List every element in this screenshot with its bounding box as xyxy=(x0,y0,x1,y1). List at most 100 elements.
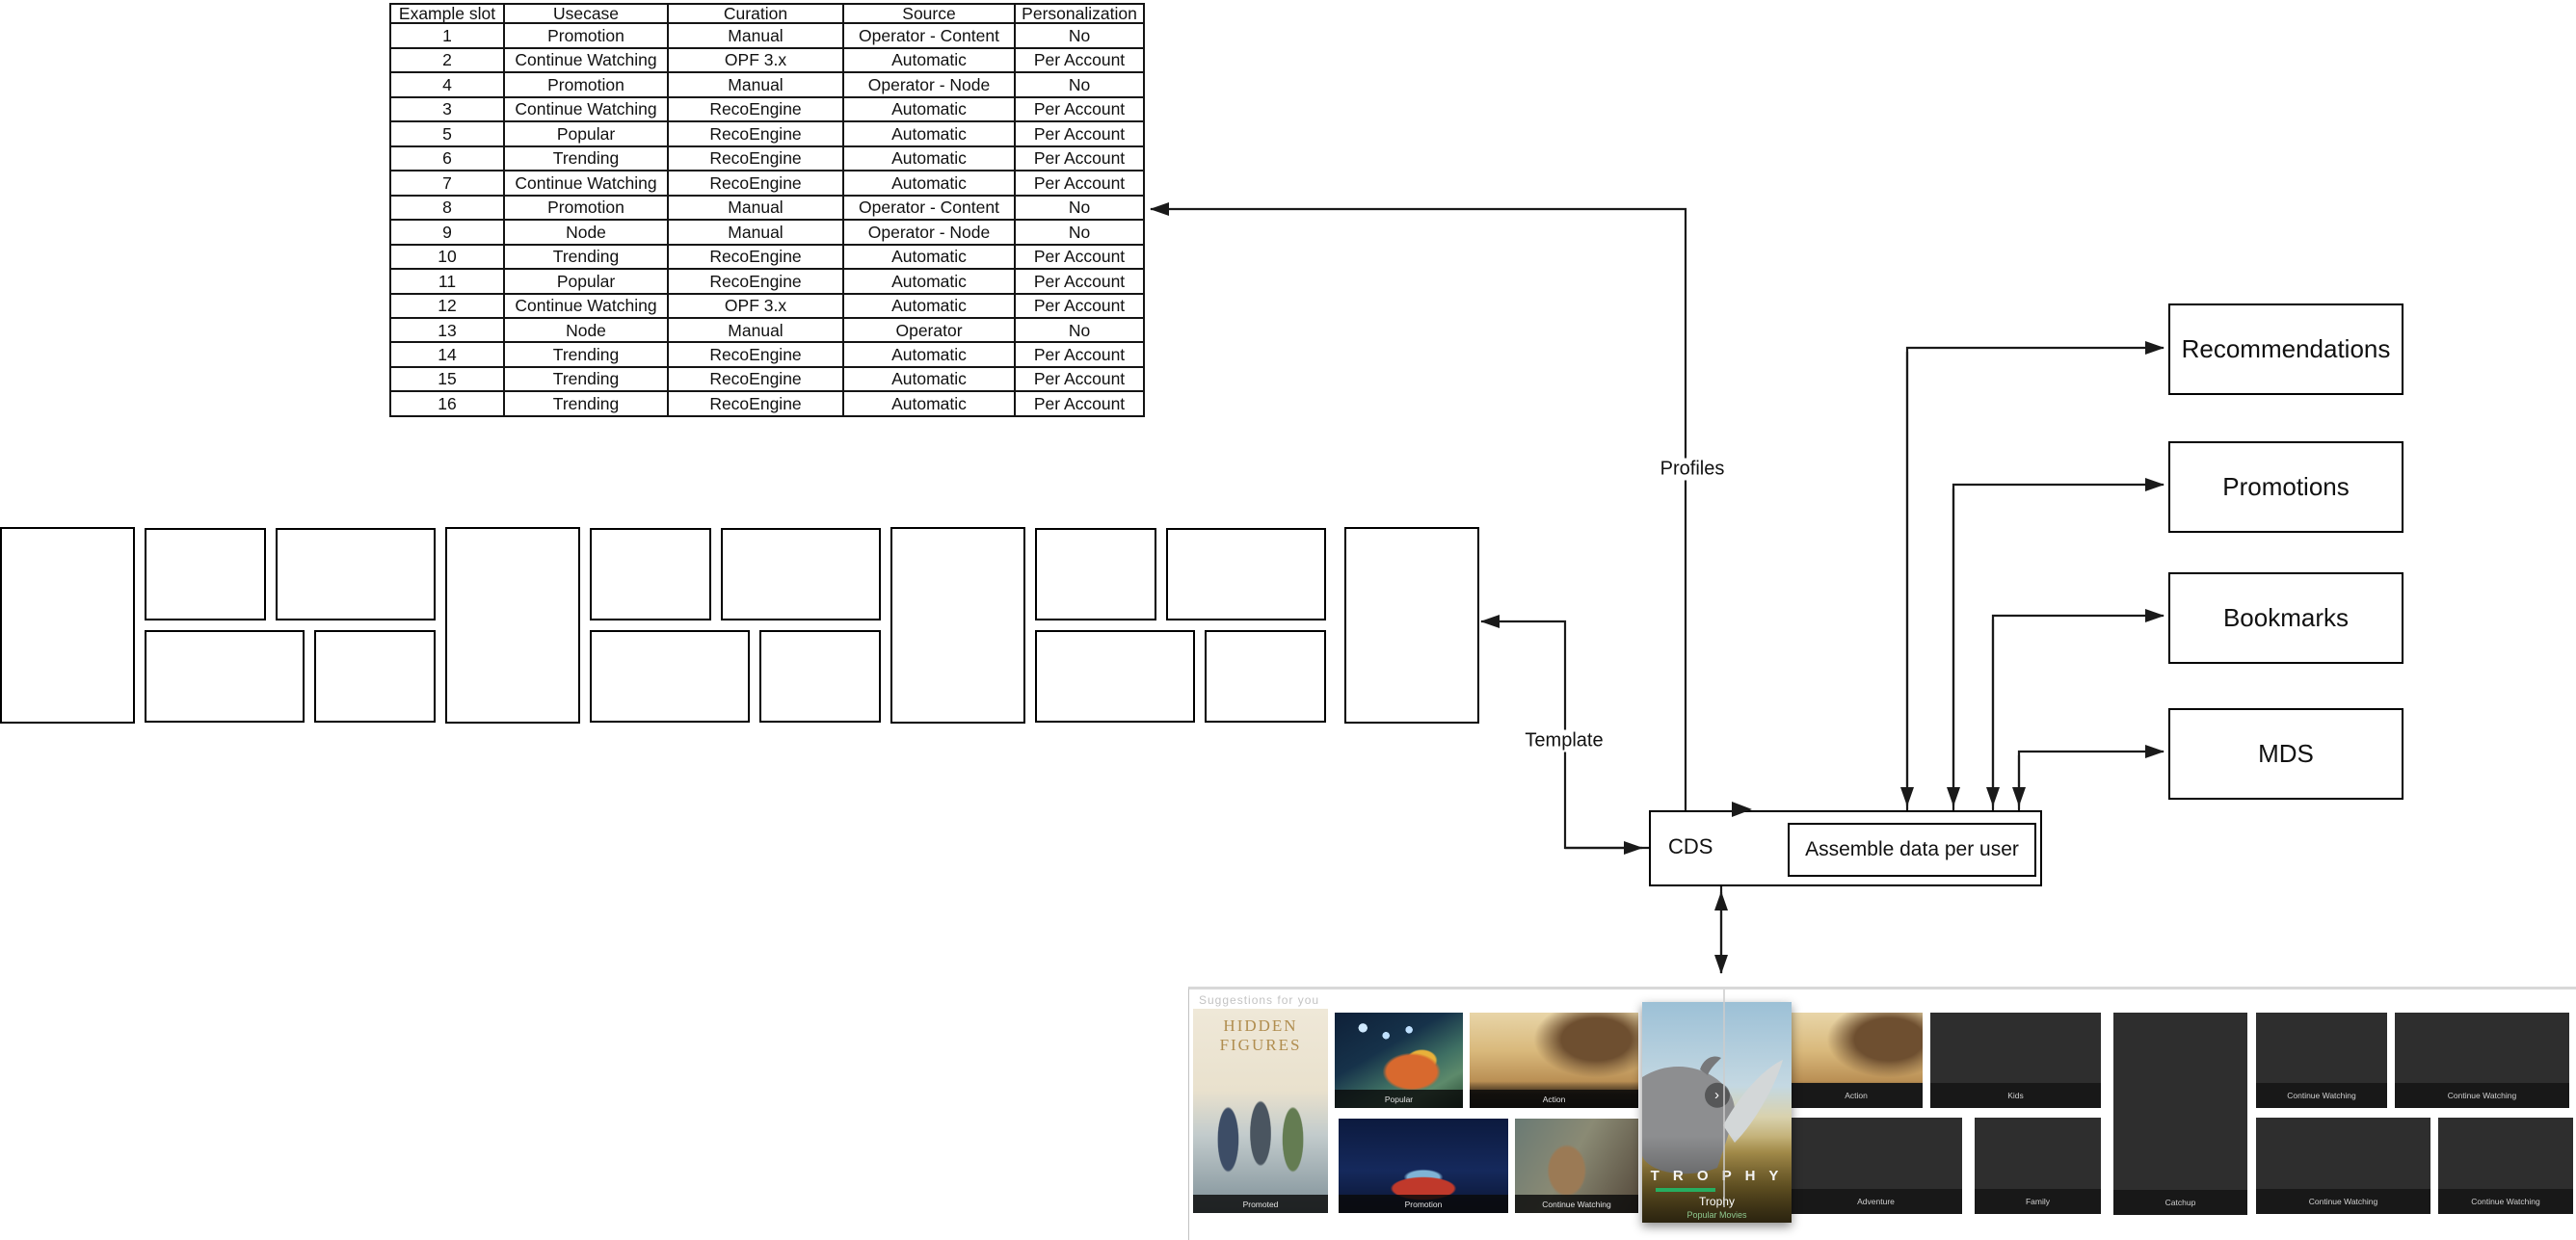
service-box-recommendations[interactable]: Recommendations xyxy=(2168,303,2403,395)
table-cell: RecoEngine xyxy=(667,268,844,295)
table-row: 16 Trending RecoEngine Automatic Per Account xyxy=(389,390,1145,417)
table-header-row: Example slot Usecase Curation Source Per… xyxy=(389,2,1145,25)
table-cell: Node xyxy=(503,219,669,246)
template-slot-portrait[interactable] xyxy=(0,527,135,724)
table-cell: Trending xyxy=(503,365,669,393)
tile-continue-watching[interactable]: Continue Watching xyxy=(2256,1118,2430,1214)
table-cell: 9 xyxy=(389,219,505,246)
tile-label: Family xyxy=(1975,1189,2101,1214)
table-cell: Per Account xyxy=(1014,292,1145,320)
tile-hidden-figures[interactable]: HIDDEN FIGURES Promoted xyxy=(1193,1009,1328,1213)
service-box-bookmarks[interactable]: Bookmarks xyxy=(2168,572,2403,664)
template-slot-small[interactable] xyxy=(1205,630,1326,723)
tile-continue-watching[interactable]: Continue Watching xyxy=(1515,1119,1638,1213)
template-slot-small[interactable] xyxy=(1035,528,1156,620)
template-slot-wide[interactable] xyxy=(1166,528,1326,620)
tile-continue-watching[interactable]: Continue Watching xyxy=(2256,1013,2387,1108)
table-cell: 15 xyxy=(389,365,505,393)
table-cell: 1 xyxy=(389,22,505,49)
table-cell: Popular xyxy=(503,268,669,295)
tile-continue-watching[interactable]: Continue Watching xyxy=(2438,1118,2573,1214)
tile-continue-watching[interactable]: Continue Watching xyxy=(2395,1013,2569,1108)
table-cell: Manual xyxy=(667,316,844,344)
tile-trophy-selected[interactable]: › T R O P H Y Trophy Popular Movies xyxy=(1642,1002,1792,1223)
template-slot-wide[interactable] xyxy=(721,528,881,620)
slot-curation-table[interactable]: Example slot Usecase Curation Source Per… xyxy=(389,2,1145,417)
table-cell: 16 xyxy=(389,390,505,417)
table-cell: Per Account xyxy=(1014,341,1145,368)
tile-label: Continue Watching xyxy=(1515,1195,1638,1213)
table-cell: Promotion xyxy=(503,71,669,98)
table-cell: Manual xyxy=(667,194,844,222)
table-row: 6 Trending RecoEngine Automatic Per Account xyxy=(389,145,1145,172)
table-cell: RecoEngine xyxy=(667,95,844,123)
table-cell: Node xyxy=(503,316,669,344)
table-cell: Continue Watching xyxy=(503,95,669,123)
tile-popular[interactable]: Popular xyxy=(1335,1013,1463,1108)
table-cell: No xyxy=(1014,71,1145,98)
service-box-promotions[interactable]: Promotions xyxy=(2168,441,2403,533)
tile-kids[interactable]: Kids xyxy=(1930,1013,2101,1108)
assemble-data-label: Assemble data per user xyxy=(1805,838,2019,860)
tile-promotion[interactable]: Promotion xyxy=(1339,1119,1508,1213)
table-cell: Automatic xyxy=(842,365,1016,393)
chevron-right-icon: › xyxy=(1704,1082,1730,1108)
template-slot-small[interactable] xyxy=(759,630,881,723)
template-slot-small[interactable] xyxy=(590,528,711,620)
table-cell: RecoEngine xyxy=(667,365,844,393)
tile-action[interactable]: Action xyxy=(1470,1013,1638,1108)
mds-connector xyxy=(2017,745,2164,810)
table-cell: Automatic xyxy=(842,292,1016,320)
table-cell: Automatic xyxy=(842,341,1016,368)
table-header-cell: Example slot xyxy=(389,2,505,25)
assemble-data-box[interactable]: Assemble data per user xyxy=(1788,823,2036,877)
recommendations-connector xyxy=(1905,341,2164,810)
table-cell: RecoEngine xyxy=(667,145,844,172)
tile-adventure[interactable]: Adventure xyxy=(1790,1118,1962,1214)
cds-box[interactable]: CDS Assemble data per user xyxy=(1649,810,2042,886)
table-cell: Promotion xyxy=(503,22,669,49)
table-cell: Operator xyxy=(842,316,1016,344)
tile-catchup[interactable]: Catchup xyxy=(2113,1013,2247,1215)
template-edge-label: Template xyxy=(1521,729,1607,752)
template-slot-small[interactable] xyxy=(314,630,436,723)
table-cell: Per Account xyxy=(1014,120,1145,147)
table-cell: 10 xyxy=(389,243,505,271)
trophy-subtitle: Popular Movies xyxy=(1686,1210,1747,1220)
table-row: 7 Continue Watching RecoEngine Automatic Per… xyxy=(389,170,1145,197)
table-cell: Per Account xyxy=(1014,268,1145,295)
table-cell: 11 xyxy=(389,268,505,295)
template-slot-portrait[interactable] xyxy=(890,527,1025,724)
table-row: 15 Trending RecoEngine Automatic Per Account xyxy=(389,365,1145,393)
table-cell: RecoEngine xyxy=(667,170,844,197)
template-slot-portrait[interactable] xyxy=(445,527,580,724)
table-row: 13 Node Manual Operator No xyxy=(389,316,1145,344)
table-cell: Operator - Content xyxy=(842,22,1016,49)
table-cell: Automatic xyxy=(842,268,1016,295)
service-box-mds[interactable]: MDS xyxy=(2168,708,2403,800)
template-slot-wide[interactable] xyxy=(1035,630,1195,723)
table-cell: Per Account xyxy=(1014,145,1145,172)
strip-header-text: Suggestions for you xyxy=(1199,993,1320,1007)
tile-label: Continue Watching xyxy=(2395,1083,2569,1108)
tile-action-2[interactable]: Action xyxy=(1790,1013,1923,1108)
template-slot-wide[interactable] xyxy=(590,630,750,723)
table-cell: Continue Watching xyxy=(503,170,669,197)
tile-label: Action xyxy=(1470,1090,1638,1108)
table-cell: Per Account xyxy=(1014,365,1145,393)
table-cell: Automatic xyxy=(842,120,1016,147)
template-slot-wide[interactable] xyxy=(145,630,305,723)
tile-label: Popular xyxy=(1335,1090,1463,1108)
table-cell: 8 xyxy=(389,194,505,222)
table-cell: RecoEngine xyxy=(667,390,844,417)
template-slot-portrait[interactable] xyxy=(1344,527,1479,724)
template-slot-wide[interactable] xyxy=(276,528,436,620)
table-cell: Manual xyxy=(667,219,844,246)
tile-family[interactable]: Family xyxy=(1975,1118,2101,1214)
table-cell: 13 xyxy=(389,316,505,344)
template-slot-small[interactable] xyxy=(145,528,266,620)
table-cell: Popular xyxy=(503,120,669,147)
table-cell: Per Account xyxy=(1014,170,1145,197)
table-cell: Continue Watching xyxy=(503,292,669,320)
table-cell: RecoEngine xyxy=(667,341,844,368)
